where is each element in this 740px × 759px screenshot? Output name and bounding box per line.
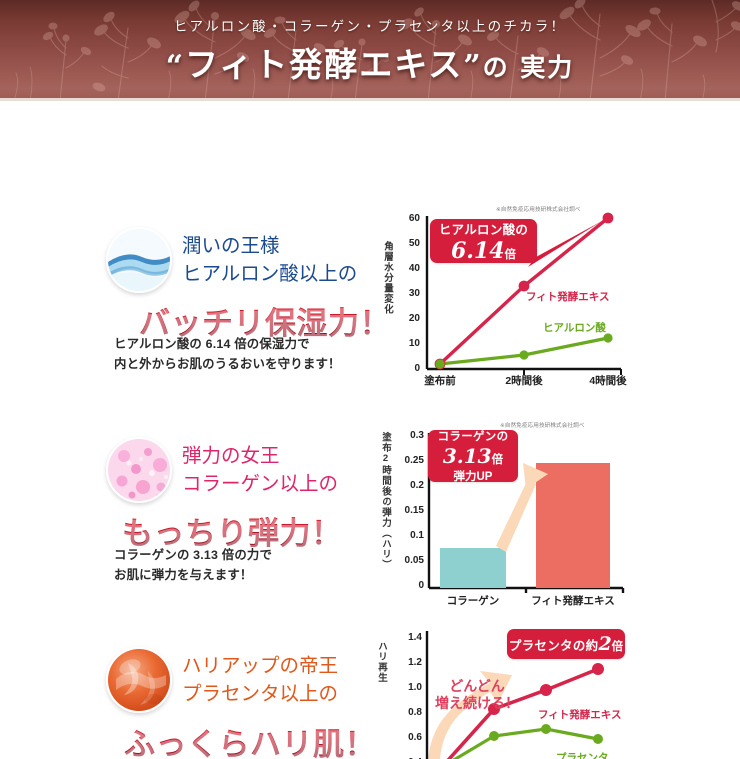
callout-value-row: 6.14倍 (451, 238, 516, 264)
x-tick: コラーゲン (446, 595, 500, 607)
x-tick: 4時間後 (589, 375, 627, 387)
y-tick: 0.1 (410, 530, 424, 541)
banner-title-main: フィト発酵エキス (184, 45, 464, 84)
y-tick: 0.3 (410, 430, 424, 441)
y-tick: 0.6 (408, 732, 422, 743)
callout-line-1: ヒアルロン酸の (438, 222, 529, 237)
callout-value: 3.13 (442, 444, 492, 468)
y-tick: 0.15 (404, 505, 424, 516)
lead-line-2: ヒアルロン酸以上の (182, 261, 358, 285)
chart-firmness: ハリ再生 1.4 1.2 1.0 0.8 0.6 0.4 0.2 (370, 619, 630, 759)
orange-gel-icon (106, 647, 172, 713)
y-tick: 0.25 (404, 455, 424, 466)
chart-annotation: どんどん 増え続ける！ (435, 679, 519, 712)
callout-unit: 倍 (504, 248, 517, 261)
series-label-hyaluronic: ヒアルロン酸 (543, 322, 606, 334)
section-body: コラーゲンの 3.13 倍の力で お肌に弾力を与えます！ (114, 548, 273, 583)
series-label-phyto: フィト発酵エキス (538, 709, 622, 721)
section-lead: 潤いの王様 ヒアルロン酸以上の (182, 232, 357, 287)
y-axis-label: 角層水分量変化 (381, 241, 393, 315)
x-tick: フィト発酵エキス (531, 595, 615, 607)
callout-unit: 倍 (611, 641, 624, 653)
y-tick: 40 (408, 263, 420, 274)
header-banner: ヒアルロン酸・コラーゲン・プラセンタ以上のチカラ！ “フィト発酵エキス”の 実力 (0, 0, 740, 101)
botanical-decoration (13, 0, 740, 101)
y-tick: 30 (408, 288, 420, 299)
quote-open: “ (165, 49, 185, 84)
callout-value-row: プラセンタの約2倍 (509, 633, 623, 655)
section-headline: ふっくらハリ肌！ (124, 719, 376, 759)
y-tick: 1.0 (408, 682, 422, 693)
y-tick: 1.2 (408, 657, 422, 668)
banner-divider (0, 98, 740, 101)
chart-plot (425, 631, 604, 759)
chart-moisture: ※自然免疫応用技研株式会社調べ 角層水分量変化 60 50 40 30 20 1… (378, 201, 628, 387)
lead-line-2: プラセンタ以上の (182, 681, 339, 705)
callout-moisture: ヒアルロン酸の 6.14倍 (430, 219, 537, 264)
callout-value: 2 (598, 633, 612, 655)
lead-line-1: 弾力の女王 (182, 444, 280, 467)
y-tick: 0 (418, 580, 424, 591)
callout-value-row: 3.13倍 (443, 444, 503, 468)
callout-firmness: プラセンタの約2倍 (507, 629, 625, 659)
x-tick: 2時間後 (505, 375, 543, 387)
series-label-phyto: フィト発酵エキス (526, 291, 610, 303)
lead-line-1: 潤いの王様 (182, 234, 280, 257)
y-tick: 0.2 (410, 480, 424, 491)
chart-attribution: ※自然免疫応用技研株式会社調べ (496, 207, 581, 213)
callout-unit: 倍 (491, 454, 504, 466)
section-lead: ハリアップの帝王 プラセンタ以上の (182, 652, 338, 707)
section-headline: バッチリ保湿力！ (139, 298, 391, 343)
callout-line-1: コラーゲンの (437, 431, 509, 443)
chart-plot (425, 212, 622, 375)
section-lead: 弾力の女王 コラーゲン以上の (182, 442, 338, 497)
water-wave-icon (106, 227, 172, 293)
section-body: ヒアルロン酸の 6.14 倍の保湿力で 内と外からお肌のうるおいを守ります！ (114, 337, 341, 372)
y-tick: 60 (408, 213, 420, 224)
callout-value: 6.14 (450, 237, 505, 264)
callout-line-3: 弾力UP (453, 471, 493, 483)
banner-title: “フィト発酵エキス”の 実力 (166, 38, 575, 86)
banner-subtitle: ヒアルロン酸・コラーゲン・プラセンタ以上のチカラ！ (173, 19, 567, 35)
y-tick: 0.4 (392, 757, 422, 759)
y-tick: 20 (408, 313, 420, 324)
lead-line-1: ハリアップの帝王 (182, 654, 339, 677)
y-axis-label: 塗布2時間後の弾力（ハリ） (379, 432, 391, 570)
section-headline: もっちり弾力！ (122, 508, 343, 553)
y-tick: 0.05 (404, 555, 424, 566)
y-tick: 50 (408, 238, 420, 249)
pink-bubbles-icon (106, 437, 172, 503)
series-label-placenta: プラセンタ (556, 752, 609, 759)
callout-elasticity: コラーゲンの 3.13倍 弾力UP (428, 430, 518, 483)
chart-elasticity: ※自然免疫応用技研株式会社調べ 塗布2時間後の弾力（ハリ） 0.3 0.25 0… (378, 416, 628, 607)
chart-attribution: ※自然免疫応用技研株式会社調べ (500, 423, 585, 429)
callout-line-1: プラセンタの約 (508, 639, 599, 653)
lead-line-2: コラーゲン以上の (182, 471, 339, 495)
x-tick: 塗布前 (424, 375, 456, 387)
y-tick: 10 (408, 338, 420, 349)
y-axis-label: ハリ再生 (375, 641, 387, 683)
y-tick: 0.8 (408, 707, 422, 718)
y-tick: 1.4 (408, 632, 422, 643)
quote-close: ” (463, 49, 483, 84)
y-tick: 0 (414, 363, 420, 374)
banner-title-tail: の 実力 (482, 53, 575, 82)
